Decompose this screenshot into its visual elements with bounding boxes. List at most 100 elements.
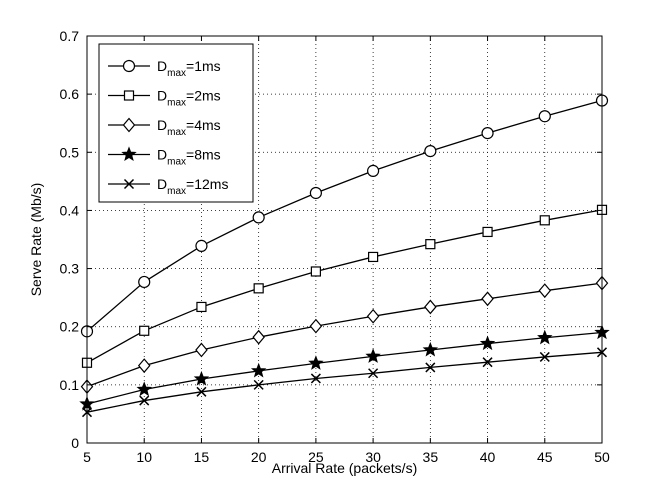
legend-label-base: D xyxy=(157,117,167,133)
x-axis-label: Arrival Rate (packets/s) xyxy=(272,460,417,476)
y-tick-label: 0 xyxy=(71,435,79,451)
data-point-square xyxy=(139,325,150,336)
legend-label-rest: =12ms xyxy=(186,176,228,192)
legend-label-subscript: max xyxy=(167,98,186,109)
data-point-square xyxy=(368,251,379,263)
data-point-diamond xyxy=(137,358,151,374)
data-point-x xyxy=(196,386,207,397)
legend-label-base: D xyxy=(157,88,167,104)
legend: Dmax=1msDmax=2msDmax=4msDmax=8msDmax=12m… xyxy=(98,43,254,203)
legend-label: Dmax=1ms xyxy=(157,58,221,79)
legend-marker-circle xyxy=(122,59,136,73)
legend-marker-square xyxy=(123,90,135,101)
data-point-star xyxy=(250,362,267,378)
data-point-x xyxy=(368,368,379,379)
data-point-circle xyxy=(424,145,437,158)
series-x xyxy=(81,347,608,418)
y-tick-label: 0.7 xyxy=(60,28,80,44)
y-tick-label: 0.1 xyxy=(60,377,80,393)
y-tick-label: 0.6 xyxy=(60,86,80,102)
data-point-square xyxy=(310,266,321,277)
x-tick-label: 25 xyxy=(308,449,324,465)
x-tick-label: 40 xyxy=(480,449,496,465)
legend-item: Dmax=2ms xyxy=(108,88,221,109)
data-point-star xyxy=(422,341,439,357)
data-point-x xyxy=(539,351,550,362)
data-point-square xyxy=(539,215,550,226)
data-point-square xyxy=(196,301,207,313)
data-point-star xyxy=(537,329,553,345)
data-point-circle xyxy=(252,211,265,224)
x-tick-label: 30 xyxy=(365,449,381,465)
data-point-x xyxy=(310,373,321,384)
legend-label-base: D xyxy=(157,147,167,163)
data-point-star xyxy=(308,355,324,370)
legend-label-rest: =2ms xyxy=(186,88,221,104)
legend-label-base: D xyxy=(157,58,167,74)
axis-layer: 5 10 15 20 25 30 35 40 45 50 0 0.1 0.2 0.3 0.4 0.5 0.6 0.… xyxy=(60,28,610,465)
data-point-diamond xyxy=(252,329,265,345)
y-tick-label: 0.4 xyxy=(60,202,80,218)
legend-label-rest: =8ms xyxy=(186,147,221,163)
plot-area-border xyxy=(86,35,603,444)
legend-marker-x xyxy=(123,178,135,190)
legend-label-subscript: max xyxy=(167,186,186,197)
x-tick-label: 20 xyxy=(251,449,267,465)
data-point-star xyxy=(479,335,496,351)
y-tick-label: 0.5 xyxy=(60,144,80,160)
series-line xyxy=(86,209,603,364)
x-tick-label: 5 xyxy=(83,449,91,465)
legend-marker-star xyxy=(121,146,137,162)
data-point-circle xyxy=(138,275,151,289)
data-point-x xyxy=(139,395,150,406)
series-circle xyxy=(80,94,609,338)
data-point-diamond xyxy=(481,291,494,307)
legend-item: Dmax=4ms xyxy=(108,117,221,138)
data-point-diamond xyxy=(309,318,323,334)
y-tick-label: 0.2 xyxy=(60,319,80,335)
data-point-circle xyxy=(309,186,322,200)
legend-label-subscript: max xyxy=(167,157,186,168)
series-line xyxy=(86,282,603,388)
legend-label-subscript: max xyxy=(167,68,186,79)
data-point-circle xyxy=(195,239,208,252)
data-point-diamond xyxy=(195,342,208,358)
legend-label: Dmax=8ms xyxy=(157,147,221,168)
series-line xyxy=(86,351,603,413)
legend-item: Dmax=1ms xyxy=(108,58,221,79)
data-point-square xyxy=(482,226,493,238)
y-tick-label: 0.3 xyxy=(60,261,80,277)
data-point-circle xyxy=(538,110,551,123)
data-point-star xyxy=(193,370,210,386)
series-layer xyxy=(79,94,610,418)
legend-label-subscript: max xyxy=(167,127,186,138)
data-point-diamond xyxy=(366,308,380,324)
legend-label-rest: =4ms xyxy=(186,117,221,133)
data-point-square xyxy=(253,283,264,294)
data-point-star xyxy=(365,348,381,363)
data-point-diamond xyxy=(424,299,437,315)
data-point-star xyxy=(136,381,152,397)
series-square xyxy=(81,204,608,368)
x-tick-label: 45 xyxy=(537,449,553,465)
series-line xyxy=(86,331,603,405)
x-tick-label: 50 xyxy=(594,449,610,465)
x-tick-label: 15 xyxy=(194,449,210,465)
legend-label-rest: =1ms xyxy=(186,58,221,74)
legend-item: Dmax=8ms xyxy=(108,146,221,168)
legend-item: Dmax=12ms xyxy=(108,176,228,197)
x-tick-label: 35 xyxy=(423,449,439,465)
y-axis-label: Serve Rate (Mb/s) xyxy=(28,183,44,297)
series-star xyxy=(79,324,610,411)
legend-label: Dmax=12ms xyxy=(157,176,228,197)
data-point-square xyxy=(425,239,436,250)
x-tick-label: 10 xyxy=(136,449,152,465)
legend-marker-diamond xyxy=(122,117,136,133)
data-point-x xyxy=(482,357,493,368)
data-point-circle xyxy=(481,126,494,140)
data-point-x xyxy=(253,379,264,390)
data-point-x xyxy=(425,362,436,373)
legend-label: Dmax=2ms xyxy=(157,88,221,109)
